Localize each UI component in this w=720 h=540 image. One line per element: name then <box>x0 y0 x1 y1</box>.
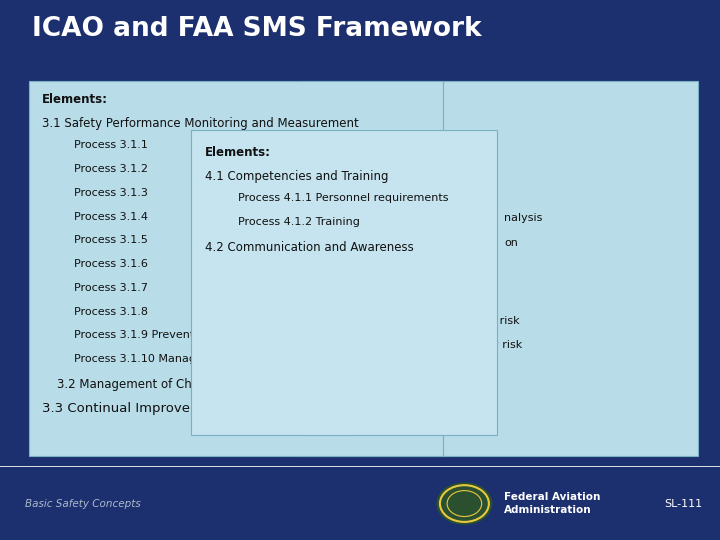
FancyBboxPatch shape <box>29 81 443 456</box>
Text: Process 3.1.5: Process 3.1.5 <box>74 235 148 246</box>
Text: Process 3.1.10 Management review: Process 3.1.10 Management review <box>74 354 273 364</box>
Text: Process 3.1.4: Process 3.1.4 <box>74 212 148 222</box>
Text: 3 Control safety risk: 3 Control safety risk <box>410 340 523 350</box>
Text: Process 3.1.8: Process 3.1.8 <box>74 307 148 317</box>
Text: on: on <box>504 238 518 248</box>
Circle shape <box>437 483 492 524</box>
Text: Basic Safety Concepts: Basic Safety Concepts <box>25 498 141 509</box>
Text: Process 3.1.2: Process 3.1.2 <box>74 164 148 174</box>
Text: Process 3.1.1: Process 3.1.1 <box>74 140 148 151</box>
FancyBboxPatch shape <box>0 467 720 540</box>
Text: Process 3.1.3: Process 3.1.3 <box>74 188 148 198</box>
Text: Elements:: Elements: <box>205 146 271 159</box>
FancyBboxPatch shape <box>304 418 351 435</box>
Text: 2 Assess safety risk: 2 Assess safety risk <box>410 316 520 326</box>
Text: SL-111: SL-111 <box>664 498 702 509</box>
Text: 3.1 Safety Performance Monitoring and Measurement: 3.1 Safety Performance Monitoring and Me… <box>42 117 359 130</box>
Text: nalysis: nalysis <box>504 213 542 224</box>
Text: Process 3.1.7: Process 3.1.7 <box>74 283 148 293</box>
Text: Process 4.1.1 Personnel requirements: Process 4.1.1 Personnel requirements <box>238 193 448 204</box>
Circle shape <box>440 485 489 522</box>
Text: 3.3 Continual Improvement: 3.3 Continual Improvement <box>42 402 225 415</box>
Text: ICAO and FAA SMS Framework: ICAO and FAA SMS Framework <box>32 16 482 42</box>
Text: Elements:: Elements: <box>42 93 108 106</box>
Text: Process 3.1.9 Preventive/corrective action: Process 3.1.9 Preventive/corrective acti… <box>74 330 308 341</box>
Text: 4.2 Communication and Awareness: 4.2 Communication and Awareness <box>205 241 414 254</box>
Text: 3.2 Management of Change: 3.2 Management of Change <box>42 378 221 391</box>
Text: Process 3.1.6: Process 3.1.6 <box>74 259 148 269</box>
Text: 4.1 Competencies and Training: 4.1 Competencies and Training <box>205 170 389 183</box>
FancyBboxPatch shape <box>191 130 497 435</box>
Text: Process 4.1.2 Training: Process 4.1.2 Training <box>238 217 359 227</box>
FancyBboxPatch shape <box>299 81 698 456</box>
Text: Federal Aviation
Administration: Federal Aviation Administration <box>504 492 600 515</box>
Circle shape <box>443 487 486 519</box>
